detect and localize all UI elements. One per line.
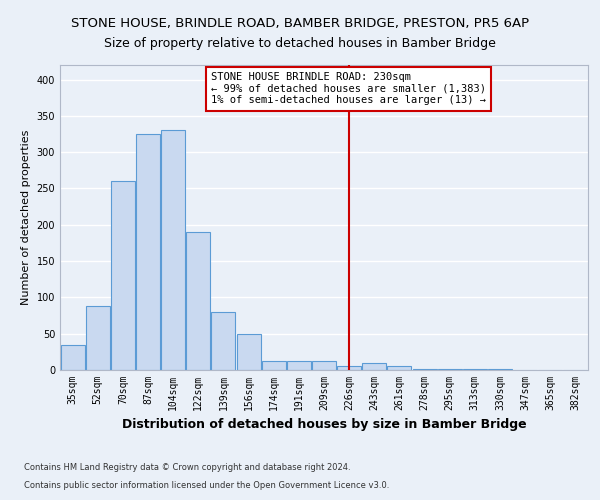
Bar <box>388 366 412 370</box>
Bar <box>136 134 160 370</box>
Text: Contains public sector information licensed under the Open Government Licence v3: Contains public sector information licen… <box>24 481 389 490</box>
Bar <box>287 360 311 370</box>
Bar <box>61 344 85 370</box>
Bar <box>362 364 386 370</box>
Bar <box>337 366 361 370</box>
Text: STONE HOUSE, BRINDLE ROAD, BAMBER BRIDGE, PRESTON, PR5 6AP: STONE HOUSE, BRINDLE ROAD, BAMBER BRIDGE… <box>71 18 529 30</box>
Y-axis label: Number of detached properties: Number of detached properties <box>21 130 31 305</box>
Text: Contains HM Land Registry data © Crown copyright and database right 2024.: Contains HM Land Registry data © Crown c… <box>24 464 350 472</box>
Text: STONE HOUSE BRINDLE ROAD: 230sqm
← 99% of detached houses are smaller (1,383)
1%: STONE HOUSE BRINDLE ROAD: 230sqm ← 99% o… <box>211 72 486 106</box>
Bar <box>312 360 336 370</box>
Bar <box>187 232 210 370</box>
Bar <box>236 334 260 370</box>
Bar <box>413 368 437 370</box>
Bar <box>262 362 286 370</box>
Text: Size of property relative to detached houses in Bamber Bridge: Size of property relative to detached ho… <box>104 38 496 51</box>
Bar <box>111 181 135 370</box>
X-axis label: Distribution of detached houses by size in Bamber Bridge: Distribution of detached houses by size … <box>122 418 526 432</box>
Bar <box>211 312 235 370</box>
Bar <box>161 130 185 370</box>
Bar <box>86 306 110 370</box>
